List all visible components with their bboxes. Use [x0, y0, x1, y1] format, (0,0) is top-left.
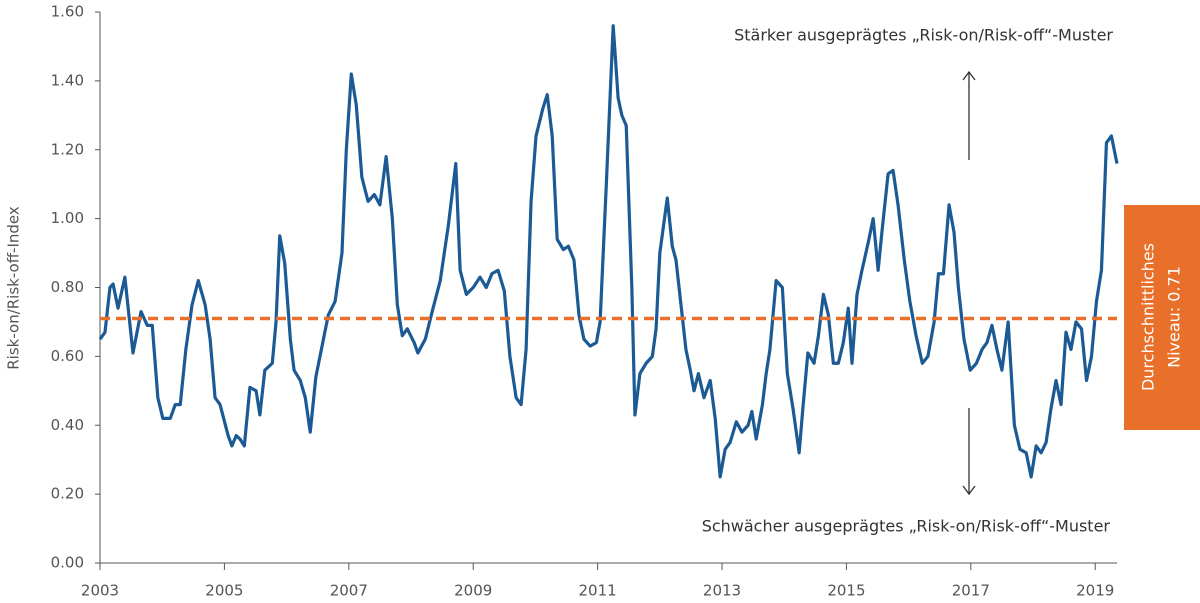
annotation: Schwächer ausgeprägtes „Risk-on/Risk-off… [702, 517, 1111, 536]
x-tick-label: 2009 [454, 582, 492, 600]
y-tick-label: 1.20 [51, 140, 84, 158]
x-tick-label: 2011 [579, 582, 617, 600]
x-tick-label: 2007 [330, 582, 368, 600]
x-tick-label: 2013 [703, 582, 741, 600]
x-tick-label: 2017 [952, 582, 990, 600]
reference-label: Durchschnittliches [1139, 243, 1158, 391]
reference-label: Niveau: 0.71 [1165, 266, 1184, 368]
y-axis-label: Risk-on/Risk-off-Index [5, 206, 23, 370]
y-tick-label: 1.00 [51, 209, 84, 227]
y-tick-label: 0.20 [51, 485, 84, 503]
y-tick-label: 0.80 [51, 278, 84, 296]
x-tick-label: 2019 [1076, 582, 1114, 600]
y-tick-label: 0.00 [51, 554, 84, 572]
x-tick-label: 2005 [205, 582, 243, 600]
y-tick-label: 1.40 [51, 71, 84, 89]
x-tick-label: 2003 [81, 582, 119, 600]
y-tick-label: 0.60 [51, 347, 84, 365]
y-tick-label: 1.60 [51, 3, 84, 21]
arrows [962, 70, 976, 496]
annotation: Stärker ausgeprägtes „Risk-on/Risk-off“-… [734, 26, 1113, 45]
x-tick-label: 2015 [827, 582, 865, 600]
reference-box [1124, 205, 1200, 430]
data-line [98, 24, 1119, 479]
y-tick-label: 0.40 [51, 416, 84, 434]
